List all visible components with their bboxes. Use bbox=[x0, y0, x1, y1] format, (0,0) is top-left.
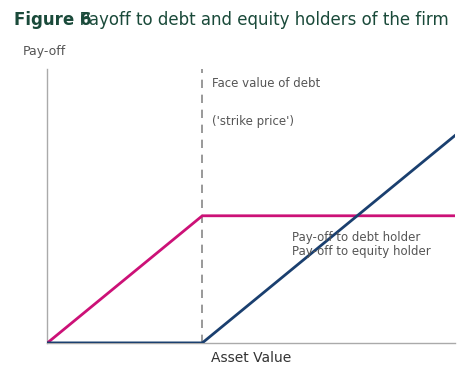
Text: Pay-off to debt holder: Pay-off to debt holder bbox=[292, 231, 420, 244]
Text: Pay-off: Pay-off bbox=[23, 45, 66, 58]
Text: Figure 6: Figure 6 bbox=[14, 11, 92, 29]
Text: Pay-off to equity holder: Pay-off to equity holder bbox=[292, 245, 431, 258]
Text: Payoff to debt and equity holders of the firm: Payoff to debt and equity holders of the… bbox=[69, 11, 448, 29]
Text: Face value of debt: Face value of debt bbox=[212, 77, 321, 90]
Text: ('strike price'): ('strike price') bbox=[212, 115, 294, 128]
X-axis label: Asset Value: Asset Value bbox=[211, 351, 292, 365]
